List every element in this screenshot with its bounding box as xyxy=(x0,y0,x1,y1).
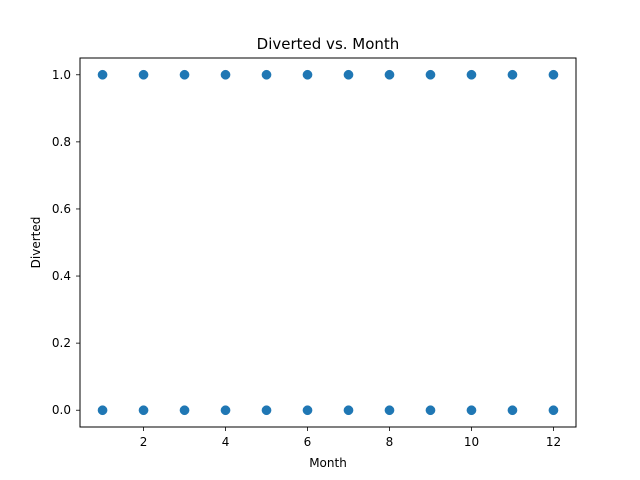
data-point xyxy=(220,405,231,416)
data-point xyxy=(261,69,272,80)
x-tick-label: 2 xyxy=(140,435,148,449)
y-tick-label: 0.0 xyxy=(52,403,71,417)
data-point xyxy=(261,405,272,416)
y-tick-label: 0.4 xyxy=(52,269,71,283)
data-point xyxy=(343,405,354,416)
data-point xyxy=(138,405,149,416)
x-tick-label: 6 xyxy=(304,435,312,449)
y-tick-label: 0.6 xyxy=(52,202,71,216)
data-point xyxy=(138,69,149,80)
y-tick-label: 1.0 xyxy=(52,68,71,82)
data-point xyxy=(220,69,231,80)
data-point xyxy=(507,69,518,80)
chart-title: Diverted vs. Month xyxy=(257,35,400,53)
x-tick-label: 4 xyxy=(222,435,230,449)
data-point xyxy=(97,405,108,416)
y-axis-label: Diverted xyxy=(29,217,43,269)
plot-frame xyxy=(79,57,577,428)
data-point xyxy=(384,69,395,80)
data-point xyxy=(97,69,108,80)
data-point xyxy=(179,69,190,80)
plot-area xyxy=(80,58,576,427)
data-point xyxy=(179,405,190,416)
y-tick-label: 0.8 xyxy=(52,135,71,149)
data-point xyxy=(507,405,518,416)
data-point xyxy=(548,69,559,80)
x-tick-label: 12 xyxy=(546,435,561,449)
data-point xyxy=(302,405,313,416)
data-point xyxy=(466,405,477,416)
data-point xyxy=(302,69,313,80)
data-point xyxy=(384,405,395,416)
y-axis-ticks: 0.0 0.2 0.4 0.6 0.8 1.0 xyxy=(52,68,80,417)
data-point xyxy=(425,405,436,416)
x-axis-ticks: 2 4 6 8 10 12 xyxy=(140,427,561,449)
x-tick-label: 8 xyxy=(386,435,394,449)
data-point xyxy=(466,69,477,80)
y-tick-label: 0.2 xyxy=(52,336,71,350)
data-point xyxy=(425,69,436,80)
data-point xyxy=(548,405,559,416)
data-point xyxy=(343,69,354,80)
x-tick-label: 10 xyxy=(464,435,479,449)
x-axis-label: Month xyxy=(309,456,347,470)
data-points xyxy=(97,69,559,416)
